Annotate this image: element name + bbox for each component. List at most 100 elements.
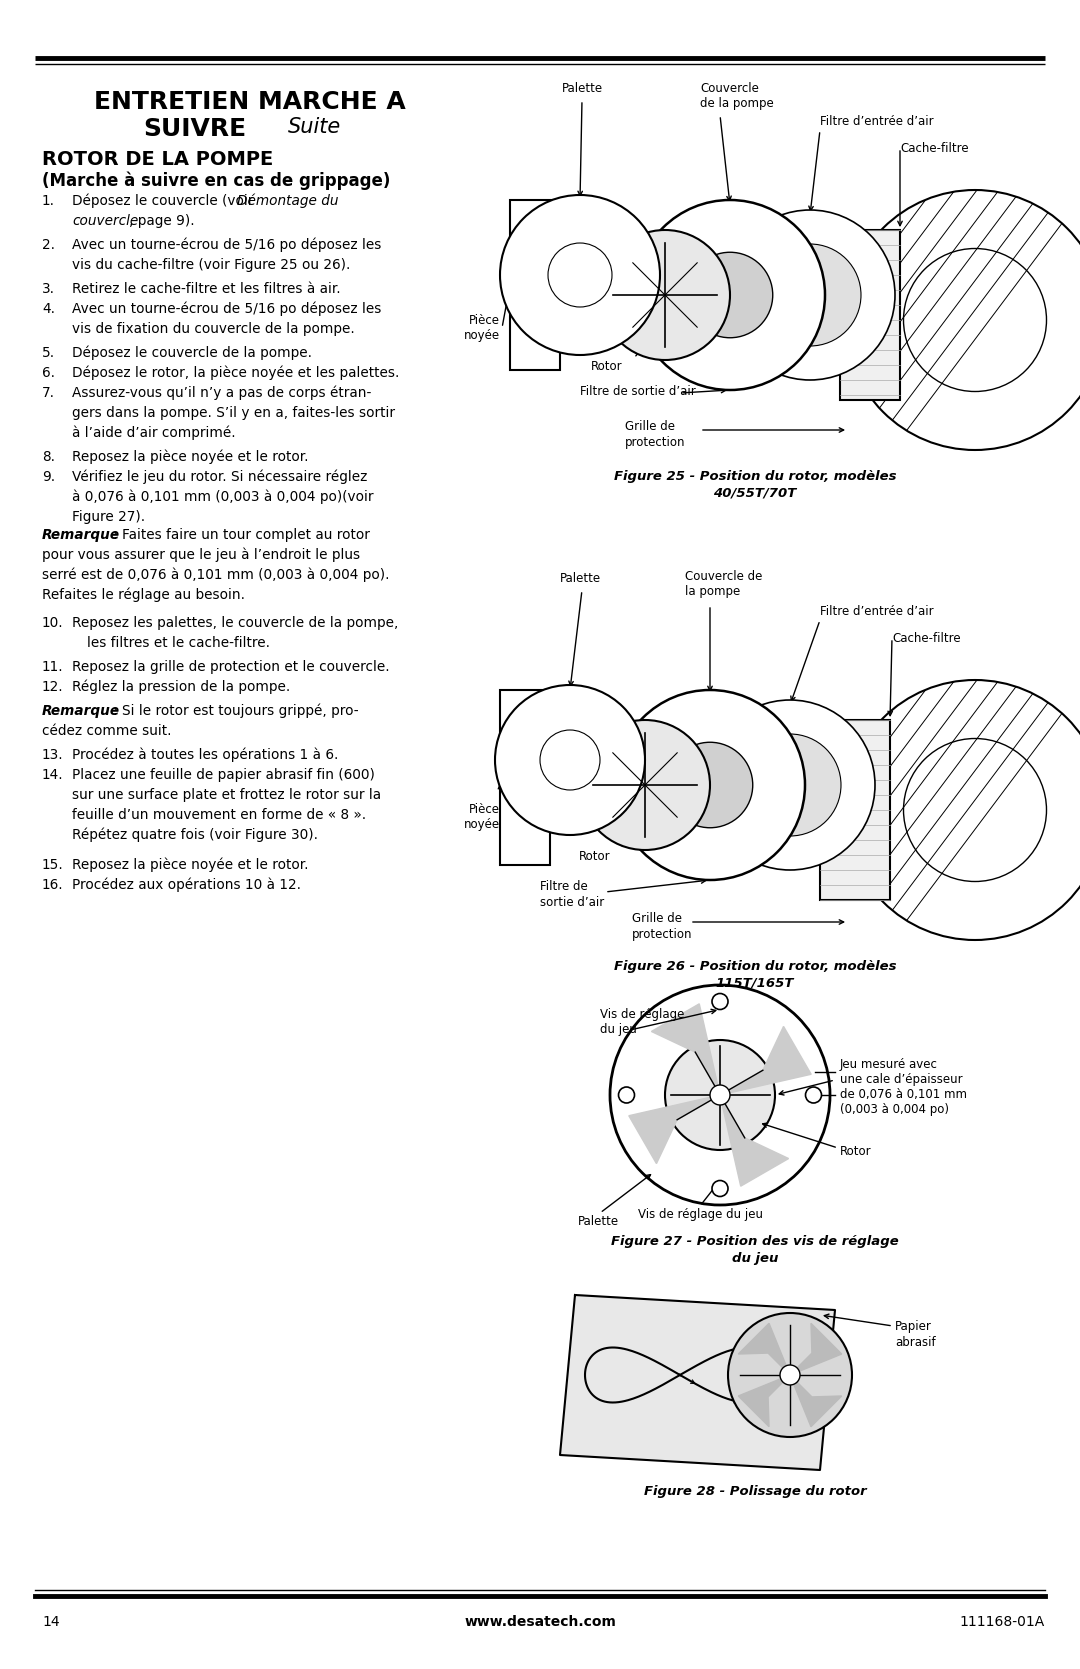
Circle shape [728, 1314, 852, 1437]
Text: Avec un tourne-écrou de 5/16 po déposez les: Avec un tourne-écrou de 5/16 po déposez … [72, 239, 381, 252]
Text: ROTOR DE LA POMPE: ROTOR DE LA POMPE [42, 150, 273, 169]
Text: Déposez le couvercle de la pompe.: Déposez le couvercle de la pompe. [72, 345, 312, 361]
Text: 40/55T/70T: 40/55T/70T [714, 487, 797, 501]
Circle shape [619, 1087, 635, 1103]
Text: sur une surface plate et frottez le rotor sur la: sur une surface plate et frottez le roto… [72, 788, 381, 803]
Text: Vis de réglage: Vis de réglage [600, 1008, 685, 1021]
Text: de la pompe: de la pompe [700, 97, 773, 110]
Text: noyée: noyée [464, 818, 500, 831]
Circle shape [725, 210, 895, 381]
Text: Couvercle: Couvercle [700, 82, 759, 95]
Text: Figure 25 - Position du rotor, modèles: Figure 25 - Position du rotor, modèles [613, 471, 896, 482]
Circle shape [687, 252, 773, 337]
Text: pour vous assurer que le jeu à l’endroit le plus: pour vous assurer que le jeu à l’endroit… [42, 547, 360, 562]
Text: Reposez la pièce noyée et le rotor.: Reposez la pièce noyée et le rotor. [72, 858, 309, 873]
Text: : Si le rotor est toujours grippé, pro-: : Si le rotor est toujours grippé, pro- [113, 704, 359, 718]
Bar [510, 200, 561, 371]
Text: Cache-filtre: Cache-filtre [900, 142, 969, 155]
Text: 9.: 9. [42, 471, 55, 484]
Circle shape [500, 195, 660, 355]
Text: serré est de 0,076 à 0,101 mm (0,003 à 0,004 po).: serré est de 0,076 à 0,101 mm (0,003 à 0… [42, 567, 390, 582]
Circle shape [615, 689, 805, 880]
Text: Cache-filtre: Cache-filtre [892, 631, 960, 644]
Text: 7.: 7. [42, 386, 55, 401]
Bar [840, 230, 900, 401]
Circle shape [705, 699, 875, 870]
Text: 5.: 5. [42, 345, 55, 361]
Text: Retirez le cache-filtre et les filtres à air.: Retirez le cache-filtre et les filtres à… [72, 282, 340, 295]
Text: sortie d’air: sortie d’air [540, 896, 604, 910]
Text: vis de fixation du couvercle de la pompe.: vis de fixation du couvercle de la pompe… [72, 322, 354, 335]
Text: de 0,076 à 0,101 mm: de 0,076 à 0,101 mm [840, 1088, 967, 1102]
Circle shape [548, 244, 612, 307]
Text: Grille de: Grille de [632, 911, 681, 925]
Text: Figure 27 - Position des vis de réglage: Figure 27 - Position des vis de réglage [611, 1235, 899, 1248]
Polygon shape [789, 1324, 841, 1375]
Circle shape [845, 679, 1080, 940]
Text: Refaites le réglage au besoin.: Refaites le réglage au besoin. [42, 587, 245, 603]
Polygon shape [720, 1095, 788, 1187]
Text: 111168-01A: 111168-01A [960, 1616, 1045, 1629]
Text: SUIVRE: SUIVRE [144, 117, 246, 140]
Text: 11.: 11. [42, 659, 64, 674]
Circle shape [845, 190, 1080, 451]
Text: 4.: 4. [42, 302, 55, 315]
Text: : Faites faire un tour complet au rotor: : Faites faire un tour complet au rotor [113, 527, 369, 542]
Circle shape [759, 244, 861, 345]
Circle shape [580, 719, 710, 850]
Circle shape [610, 985, 831, 1205]
Text: Procédez à toutes les opérations 1 à 6.: Procédez à toutes les opérations 1 à 6. [72, 748, 338, 763]
Text: (Marche à suivre en cas de grippage): (Marche à suivre en cas de grippage) [42, 172, 390, 190]
Text: ENTRETIEN MARCHE A: ENTRETIEN MARCHE A [94, 90, 406, 113]
Text: Figure 27).: Figure 27). [72, 511, 145, 524]
Text: protection: protection [625, 436, 686, 449]
Text: www.desatech.com: www.desatech.com [464, 1616, 616, 1629]
Text: Remarque: Remarque [42, 527, 120, 542]
Text: Jeu mesuré avec: Jeu mesuré avec [840, 1058, 937, 1071]
Text: couvercle: couvercle [72, 214, 138, 229]
Text: Palette: Palette [562, 82, 603, 95]
Text: Déposez le rotor, la pièce noyée et les palettes.: Déposez le rotor, la pièce noyée et les … [72, 366, 400, 381]
Text: Reposez la pièce noyée et le rotor.: Reposez la pièce noyée et le rotor. [72, 451, 309, 464]
Circle shape [635, 200, 825, 391]
Text: Pièce: Pièce [469, 803, 500, 816]
Text: Couvercle de: Couvercle de [685, 571, 762, 582]
Text: noyée: noyée [464, 329, 500, 342]
Text: les filtres et le cache-filtre.: les filtres et le cache-filtre. [87, 636, 270, 649]
Text: Vis de réglage du jeu: Vis de réglage du jeu [637, 1208, 762, 1222]
Text: du jeu: du jeu [732, 1252, 779, 1265]
Circle shape [780, 1365, 800, 1385]
Text: vis du cache-filtre (voir Figure 25 ou 26).: vis du cache-filtre (voir Figure 25 ou 2… [72, 259, 350, 272]
Text: Palette: Palette [559, 572, 600, 586]
Circle shape [712, 993, 728, 1010]
Text: Papier: Papier [895, 1320, 932, 1334]
Bar [820, 719, 890, 900]
Text: 12.: 12. [42, 679, 64, 694]
Text: Assurez-vous qu’il n’y a pas de corps étran-: Assurez-vous qu’il n’y a pas de corps ét… [72, 386, 372, 401]
Text: Vérifiez le jeu du rotor. Si nécessaire réglez: Vérifiez le jeu du rotor. Si nécessaire … [72, 471, 367, 484]
Text: Réglez la pression de la pompe.: Réglez la pression de la pompe. [72, 679, 291, 694]
Circle shape [495, 684, 645, 834]
Text: Remarque: Remarque [42, 704, 120, 718]
Text: Grille de: Grille de [625, 421, 675, 432]
Text: Déposez le couvercle (voir: Déposez le couvercle (voir [72, 194, 258, 209]
Text: Filtre de: Filtre de [540, 880, 588, 893]
Text: 10.: 10. [42, 616, 64, 629]
Text: Rotor: Rotor [591, 361, 622, 372]
Text: 15.: 15. [42, 858, 64, 871]
Circle shape [600, 230, 730, 361]
Text: 115T/165T: 115T/165T [716, 976, 794, 990]
Text: du jeu: du jeu [600, 1023, 637, 1036]
Polygon shape [629, 1095, 720, 1163]
Text: , page 9).: , page 9). [129, 214, 194, 229]
Circle shape [710, 1085, 730, 1105]
Text: la pompe: la pompe [685, 586, 740, 598]
Text: 1.: 1. [42, 194, 55, 209]
Circle shape [665, 1040, 775, 1150]
Circle shape [712, 1180, 728, 1197]
Polygon shape [739, 1375, 789, 1427]
Text: 16.: 16. [42, 878, 64, 891]
Text: Rotor: Rotor [579, 850, 610, 863]
Text: (0,003 à 0,004 po): (0,003 à 0,004 po) [840, 1103, 949, 1117]
Text: Répétez quatre fois (voir Figure 30).: Répétez quatre fois (voir Figure 30). [72, 828, 318, 843]
